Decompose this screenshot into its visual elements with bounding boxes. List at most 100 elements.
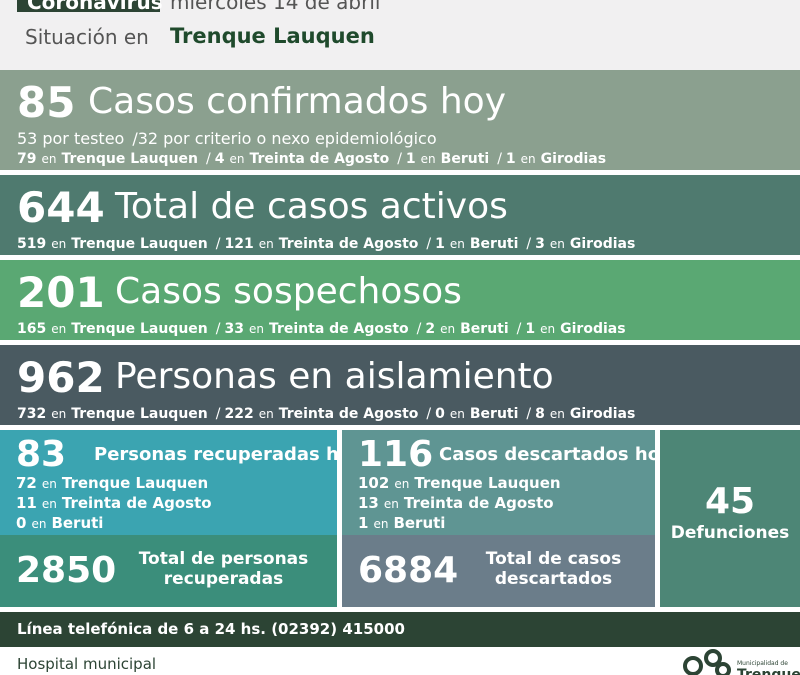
panel-total: 6884 [358,550,459,591]
separator: / [215,321,221,337]
connector: en [373,517,389,531]
detail-count: 53 [17,129,38,148]
place-name: Trenque Lauquen [71,406,208,422]
place-count: 165 [17,321,47,337]
place-item: 1 en Beruti [358,516,445,531]
header-date: miércoles 14 de abril [170,0,381,14]
row-panel [0,175,800,255]
place-name: Beruti [469,236,519,252]
deaths-number: 45 [704,481,756,522]
place-name: Trenque Lauquen [61,151,199,167]
place-count: 3 [535,236,545,252]
place-count: 11 [16,494,37,512]
place-count: 13 [358,494,379,512]
place-name: Girodias [560,321,626,337]
place-count: 33 [224,321,244,337]
place-count: 1 [525,321,536,337]
header-tag-text: Coronavirus [27,0,163,14]
place-count: 2 [425,321,436,337]
place-name: Trenque Lauquen [414,474,561,492]
header-situation: Situación en [25,25,149,49]
place-name: Beruti [393,514,446,532]
recovered-panel [0,430,337,535]
place-count: 72 [16,474,37,492]
footer-hospital: Hospital municipal [17,655,157,673]
connector: en [394,477,410,491]
place-name: Treinta de Agosto [403,494,554,512]
row-label: Casos confirmados hoy [88,81,507,122]
separator: / [416,321,422,337]
place-name: Beruti [440,151,490,167]
place-name: Girodias [569,236,636,252]
place-item: 72 en Trenque Lauquen [16,476,208,491]
place-count: 121 [224,236,254,252]
connector: en [549,407,565,421]
row-number: 962 [17,353,105,402]
connector: en [449,407,465,421]
place-count: 8 [535,406,545,422]
place-name: Treinta de Agosto [278,406,419,422]
places-line: 519 en Trenque Lauquen/121 en Treinta de Ago… [17,237,635,251]
separator: / [426,406,432,422]
connector: en [51,237,67,251]
detail-count: 32 [137,129,159,148]
panel-total: 2850 [16,550,117,591]
place-item: 102 en Trenque Lauquen [358,476,561,491]
place-count: 0 [435,406,445,422]
footer-phone: Línea telefónica de 6 a 24 hs. (02392) 4… [17,620,405,638]
connector: en [258,407,274,421]
row-label: Total de casos activos [115,186,508,227]
separator: / [426,236,432,252]
place-name: Girodias [540,151,607,167]
row-panel [0,260,800,340]
place-count: 0 [16,514,27,532]
place-count: 1 [505,151,516,167]
place-name: Girodias [569,406,636,422]
place-count: 1 [358,514,369,532]
separator: / [215,236,221,252]
place-name: Beruti [460,321,509,337]
connector: en [41,152,57,166]
place-item: 11 en Treinta de Agosto [16,496,212,511]
place-count: 102 [358,474,390,492]
places-line: 79 en Trenque Lauquen/4 en Treinta de Agosto… [17,152,606,166]
discarded-total-panel [342,535,655,607]
row-panel [0,70,800,170]
panel-number: 116 [358,434,434,475]
logo-icon [683,649,731,675]
place-item: 0 en Beruti [16,516,103,531]
place-count: 4 [214,151,225,167]
logo-big: Trenque [737,667,800,675]
connector: en [229,152,245,166]
connector: en [31,517,47,531]
row-label: Casos sospechosos [115,271,462,312]
panel-label: Casos descartados hoy [439,444,672,465]
connector: en [540,322,556,336]
row-panel [0,345,800,425]
place-name: Treinta de Agosto [61,494,212,512]
detail-text: por criterio o nexo epidemiológico [163,129,437,148]
separator: / [206,151,211,167]
connector: en [420,152,436,166]
panel-total-label: Total de personas [138,549,309,569]
footer-bar [0,612,800,647]
separator: / [497,151,502,167]
place-name: Treinta de Agosto [278,236,419,252]
place-name: Treinta de Agosto [268,321,409,337]
place-name: Treinta de Agosto [249,151,390,167]
logo-small: Municipalidad de [737,660,788,667]
detail-line: 53 por testeo /32 por criterio o nexo epide… [17,131,437,147]
detail-text: por testeo [42,129,125,148]
connector: en [549,237,565,251]
place-count: 1 [405,151,416,167]
place-name: Trenque Lauquen [61,474,209,492]
place-name: Trenque Lauquen [71,236,208,252]
connector: en [520,152,536,166]
panel-number: 83 [16,434,67,475]
separator: / [526,406,532,422]
panel-total-label: Total de casos [485,549,622,569]
header-place: Trenque Lauquen [170,24,375,48]
connector: en [41,497,57,511]
row-label: Personas en aislamiento [115,356,554,397]
